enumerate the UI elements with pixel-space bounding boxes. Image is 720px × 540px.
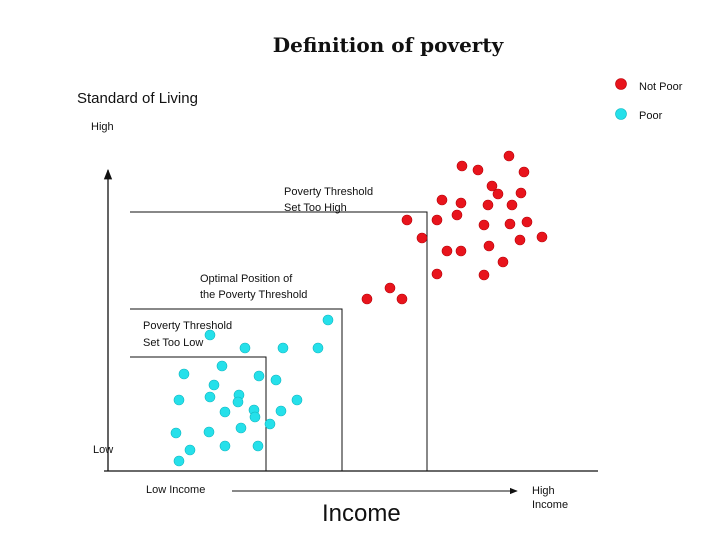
- not-poor-dot: [455, 197, 467, 209]
- not-poor-dot: [478, 269, 490, 281]
- not-poor-dot: [455, 245, 467, 257]
- not-poor-dot: [514, 234, 526, 246]
- poor-dot: [275, 405, 287, 417]
- y-axis-low-label: Low: [93, 444, 113, 456]
- legend-label-not-poor: Not Poor: [639, 81, 683, 93]
- poor-dot: [173, 455, 185, 467]
- threshold-optimal-line: [130, 308, 343, 471]
- poor-dot: [312, 342, 324, 354]
- legend: Not Poor Poor: [615, 78, 683, 122]
- poor-dot: [264, 418, 276, 430]
- too-low-label-line1: Poverty Threshold: [143, 320, 232, 332]
- poor-dot: [219, 406, 231, 418]
- not-poor-dot: [492, 188, 504, 200]
- poor-dot: [204, 391, 216, 403]
- optimal-label-line1: Optimal Position of: [200, 273, 293, 285]
- not-poor-dot: [518, 166, 530, 178]
- legend-label-poor: Poor: [639, 110, 663, 122]
- not-poor-dot: [436, 194, 448, 206]
- not-poor-dot: [503, 150, 515, 162]
- poor-dot: [204, 329, 216, 341]
- x-axis-income-sublabel: Income: [532, 499, 568, 511]
- poor-dot: [203, 426, 215, 438]
- not-poor-dot: [441, 245, 453, 257]
- not-poor-dot: [482, 199, 494, 211]
- poor-dot: [249, 411, 261, 423]
- not-poor-dot: [431, 268, 443, 280]
- poor-dot: [232, 396, 244, 408]
- not-poor-dot: [506, 199, 518, 211]
- y-axis-high-label: High: [91, 121, 114, 133]
- poor-dot: [173, 394, 185, 406]
- y-axis-title: Standard of Living: [77, 90, 198, 107]
- not-poor-dot: [521, 216, 533, 228]
- poor-dot: [291, 394, 303, 406]
- not-poor-dot: [384, 282, 396, 294]
- not-poor-dot: [456, 160, 468, 172]
- not-poor-dot: [504, 218, 516, 230]
- too-high-label-line2: Set Too High: [284, 202, 347, 214]
- poor-dot: [239, 342, 251, 354]
- not-poor-dot: [416, 232, 428, 244]
- x-axis-high-label: High: [532, 485, 555, 497]
- not-poor-dot: [515, 187, 527, 199]
- poor-dots: [170, 314, 334, 467]
- too-low-label-line2: Set Too Low: [143, 337, 203, 349]
- not-poor-dot: [361, 293, 373, 305]
- poor-dot: [252, 440, 264, 452]
- poor-dot: [178, 368, 190, 380]
- poor-dot: [235, 422, 247, 434]
- page-title: Definition of poverty: [273, 33, 505, 57]
- not-poor-dot: [478, 219, 490, 231]
- x-axis-low-income-label: Low Income: [146, 484, 205, 496]
- x-axis-title: Income: [322, 500, 401, 527]
- not-poor-dot: [497, 256, 509, 268]
- poor-dot: [216, 360, 228, 372]
- not-poor-dot: [431, 214, 443, 226]
- poor-dot: [219, 440, 231, 452]
- too-high-label-line1: Poverty Threshold: [284, 186, 373, 198]
- poor-dot: [184, 444, 196, 456]
- threshold-too-high-line: [130, 211, 428, 471]
- not-poor-dot: [451, 209, 463, 221]
- poor-dot: [170, 427, 182, 439]
- legend-dot-poor: [615, 108, 627, 120]
- not-poor-dot: [486, 180, 498, 192]
- optimal-label-line2: the Poverty Threshold: [200, 289, 307, 301]
- not-poor-dot: [401, 214, 413, 226]
- legend-dot-not-poor: [615, 78, 627, 90]
- not-poor-dot: [483, 240, 495, 252]
- poor-dot: [277, 342, 289, 354]
- not-poor-dot: [396, 293, 408, 305]
- not-poor-dot: [472, 164, 484, 176]
- poor-dot: [322, 314, 334, 326]
- poor-dot: [270, 374, 282, 386]
- poor-dot: [253, 370, 265, 382]
- poor-dot: [208, 379, 220, 391]
- threshold-too-low-line: [130, 356, 267, 471]
- not-poor-dots: [361, 150, 548, 305]
- not-poor-dot: [536, 231, 548, 243]
